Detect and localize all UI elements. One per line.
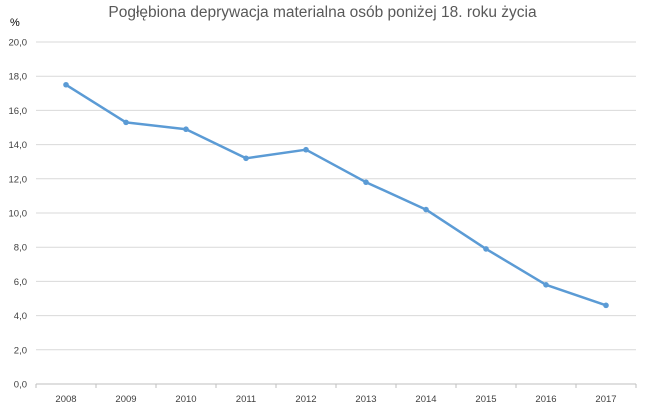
x-tick-label: 2008 <box>55 394 76 405</box>
data-point <box>243 155 249 162</box>
y-tick-label: 10,0 <box>9 209 28 220</box>
x-tick-label: 2017 <box>595 394 616 405</box>
y-tick-label: 12,0 <box>9 174 28 185</box>
y-tick-label: 18,0 <box>9 72 28 83</box>
data-point <box>303 146 309 153</box>
x-tick-label: 2009 <box>115 394 136 405</box>
x-tick-label: 2010 <box>175 394 196 405</box>
y-tick-label: 2,0 <box>14 345 27 356</box>
data-point <box>483 246 489 252</box>
data-point <box>183 126 189 133</box>
x-tick-label: 2015 <box>475 394 496 405</box>
data-point <box>423 206 429 213</box>
series-line <box>64 83 608 307</box>
data-point <box>363 179 369 186</box>
x-tick-label: 2014 <box>415 394 436 405</box>
y-tick-label: 20,0 <box>9 38 28 49</box>
chart-title: Pogłębiona deprywacja materialna osób po… <box>108 4 537 21</box>
y-tick-label: 6,0 <box>14 277 27 288</box>
y-axis-unit-label: % <box>10 17 20 29</box>
data-point <box>63 81 69 88</box>
data-point <box>543 282 549 288</box>
x-tick-label: 2016 <box>535 394 556 405</box>
x-tick-label: 2011 <box>236 394 256 405</box>
y-tick-label: 0,0 <box>14 380 27 391</box>
y-tick-label: 8,0 <box>14 243 27 254</box>
y-tick-label: 14,0 <box>9 140 28 151</box>
data-point <box>603 302 609 309</box>
y-tick-label: 16,0 <box>9 106 28 117</box>
x-tick-label: 2012 <box>295 394 316 405</box>
data-point <box>123 119 129 126</box>
x-tick-label: 2013 <box>355 394 376 405</box>
y-tick-label: 4,0 <box>14 311 27 322</box>
